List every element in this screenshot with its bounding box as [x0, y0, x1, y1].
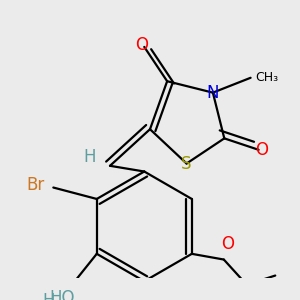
Text: Br: Br	[26, 176, 44, 194]
Text: HO: HO	[50, 290, 75, 300]
Text: O: O	[256, 141, 268, 159]
Text: H: H	[83, 148, 96, 166]
Text: N: N	[207, 84, 219, 102]
Text: S: S	[181, 154, 192, 172]
Text: O: O	[221, 235, 234, 253]
Text: O: O	[136, 36, 148, 54]
Text: CH₃: CH₃	[255, 71, 278, 84]
Text: H: H	[43, 292, 55, 300]
